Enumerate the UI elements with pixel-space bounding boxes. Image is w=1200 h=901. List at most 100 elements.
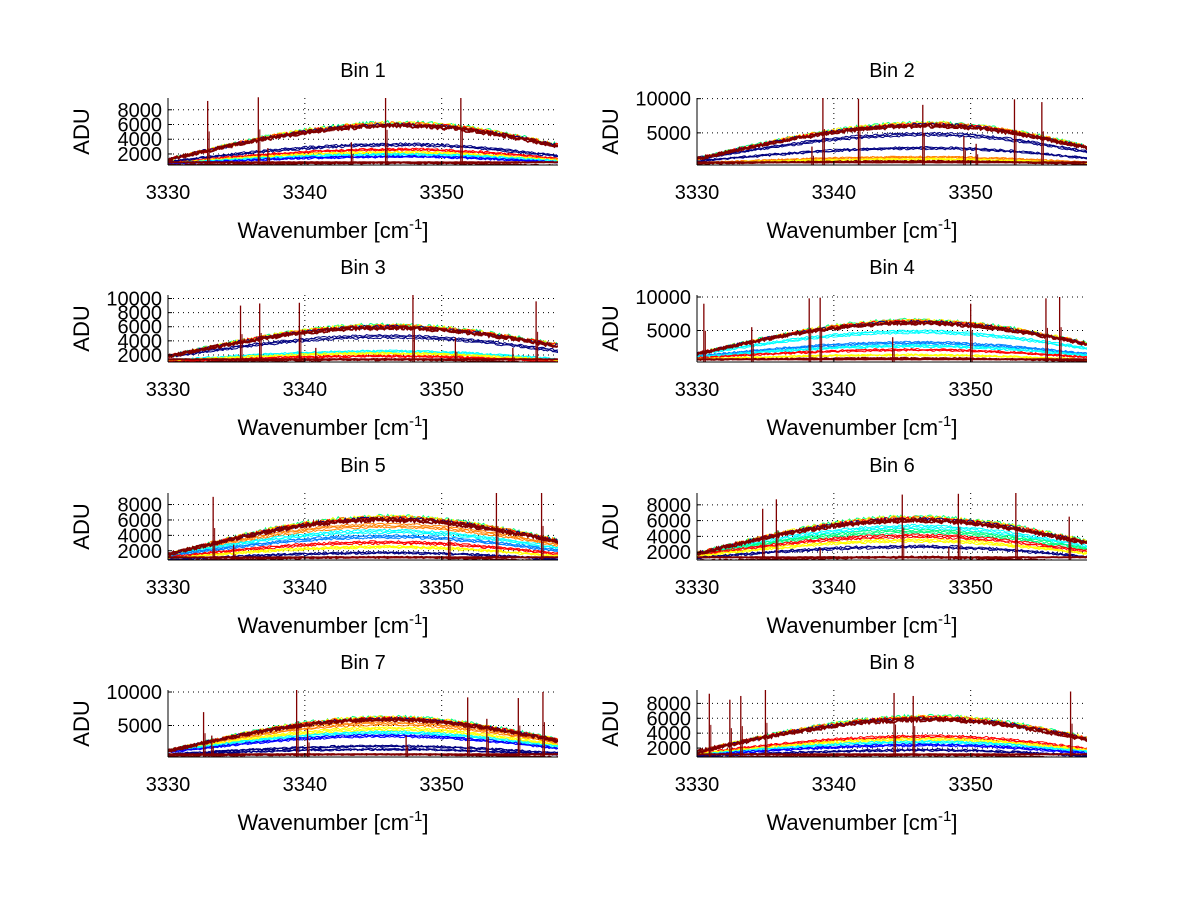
x-axis-label-superscript: -1 <box>409 216 422 233</box>
x-axis-label-close: ] <box>951 810 957 835</box>
y-tick-label: 4000 <box>647 526 692 548</box>
spectrum-envelope-trace <box>697 716 1087 754</box>
x-axis-label: Wavenumber [cm-1] <box>237 611 428 638</box>
spectrum-band-trace <box>168 730 558 753</box>
y-axis-label: ADU <box>598 108 623 154</box>
y-tick-label: 2000 <box>647 738 692 760</box>
x-tick-label: 3350 <box>948 774 993 796</box>
spectrum-band-trace <box>168 144 558 163</box>
x-axis-label-superscript: -1 <box>409 808 422 825</box>
spectrum-band-trace <box>697 147 1087 163</box>
x-axis-label-close: ] <box>422 810 428 835</box>
spectrum-band-trace <box>168 153 558 165</box>
x-axis-label-superscript: -1 <box>409 413 422 430</box>
spectra-group <box>697 493 1087 560</box>
spectrum-band-trace <box>697 134 1087 161</box>
y-tick-label: 10000 <box>635 287 691 309</box>
subplot-title: Bin 3 <box>340 257 386 279</box>
spectrum-baseline-trace <box>168 556 558 559</box>
x-tick-label: 3330 <box>146 577 191 599</box>
y-tick-label: 2000 <box>118 345 163 367</box>
subplot-bin-2: 3330 3340 3350 5000 10000 Bin 2 ADU Wavenumber … <box>598 60 1087 243</box>
spectra-group <box>168 97 558 165</box>
x-tick-label: 3350 <box>419 182 464 204</box>
x-tick-label: 3330 <box>675 774 720 796</box>
x-axis-label-superscript: -1 <box>938 216 951 233</box>
spectrum-band-trace <box>697 331 1087 356</box>
subplot-title: Bin 2 <box>869 60 915 82</box>
spectrum-envelope-trace <box>697 518 1087 555</box>
x-axis-label: Wavenumber [cm-1] <box>237 413 428 440</box>
spectrum-band-trace <box>168 523 558 557</box>
y-axis-label: ADU <box>598 700 623 746</box>
y-tick-label: 4000 <box>647 723 692 745</box>
x-axis-label-main: Wavenumber [cm <box>766 810 938 835</box>
spectrum-band-trace <box>168 745 558 756</box>
x-tick-label: 3330 <box>146 379 191 401</box>
x-tick-label: 3330 <box>146 182 191 204</box>
spectrum-band-trace <box>168 336 558 358</box>
x-axis-label-superscript: -1 <box>409 611 422 628</box>
spectrum-band-trace <box>168 744 558 755</box>
x-axis-label-superscript: -1 <box>938 808 951 825</box>
x-axis-label-main: Wavenumber [cm <box>237 415 409 440</box>
x-tick-label: 3340 <box>812 379 857 401</box>
y-tick-label: 10000 <box>106 682 162 704</box>
x-axis-label-main: Wavenumber [cm <box>237 218 409 243</box>
x-axis-label: Wavenumber [cm-1] <box>766 413 957 440</box>
spectrum-band-trace <box>168 530 558 557</box>
spectrum-band-trace <box>697 531 1087 556</box>
spectrum-band-trace <box>168 540 558 558</box>
subplot-bin-4: 3330 3340 3350 5000 10000 Bin 4 ADU Wavenumber … <box>598 257 1087 440</box>
x-axis-label-close: ] <box>422 415 428 440</box>
spectrum-envelope-trace <box>168 123 558 162</box>
spectrum-band-trace <box>168 155 558 165</box>
x-tick-label: 3330 <box>675 577 720 599</box>
spectrum-band-trace <box>168 748 558 756</box>
y-tick-label: 6000 <box>647 511 692 533</box>
y-tick-label: 4000 <box>118 129 163 151</box>
x-axis-label: Wavenumber [cm-1] <box>766 216 957 243</box>
subplot-bin-7: 3330 3340 3350 5000 10000 Bin 7 ADU Wavenumber … <box>69 652 558 835</box>
y-tick-label: 8000 <box>118 303 163 325</box>
spectrum-band-trace <box>697 156 1087 165</box>
y-tick-label: 4000 <box>118 331 163 353</box>
y-axis-label: ADU <box>69 108 94 154</box>
spectrum-band-trace <box>168 723 558 753</box>
y-tick-label: 6000 <box>118 115 163 137</box>
y-axis-label: ADU <box>598 503 623 549</box>
x-tick-label: 3330 <box>675 182 720 204</box>
x-axis-label-close: ] <box>951 613 957 638</box>
spectrum-band-trace <box>168 735 558 753</box>
x-tick-label: 3340 <box>812 577 857 599</box>
spectra-group <box>168 690 558 757</box>
x-axis-label-close: ] <box>951 218 957 243</box>
spectrum-envelope-trace <box>697 124 1087 161</box>
x-axis-label-superscript: -1 <box>938 611 951 628</box>
y-tick-label: 8000 <box>647 693 692 715</box>
spectrum-band-trace <box>168 541 558 559</box>
spectrum-envelope-trace <box>168 516 558 555</box>
y-tick-label: 8000 <box>118 100 163 122</box>
spectrum-band-trace <box>168 149 558 164</box>
x-tick-label: 3340 <box>812 182 857 204</box>
subplot-title: Bin 1 <box>340 60 386 82</box>
x-tick-label: 3330 <box>146 774 191 796</box>
spectrum-band-trace <box>697 342 1087 358</box>
spectrum-band-trace <box>697 349 1087 360</box>
x-tick-label: 3350 <box>948 182 993 204</box>
y-axis-label: ADU <box>69 700 94 746</box>
y-tick-label: 6000 <box>118 317 163 339</box>
spectrum-band-trace <box>168 528 558 555</box>
spectrum-band-trace <box>168 531 558 557</box>
y-axis-label: ADU <box>598 305 623 351</box>
y-tick-label: 2000 <box>118 541 163 563</box>
spectrum-band-trace <box>168 546 558 560</box>
spectra-group <box>697 690 1087 757</box>
x-axis-label-close: ] <box>951 415 957 440</box>
y-tick-label: 10000 <box>635 89 691 111</box>
